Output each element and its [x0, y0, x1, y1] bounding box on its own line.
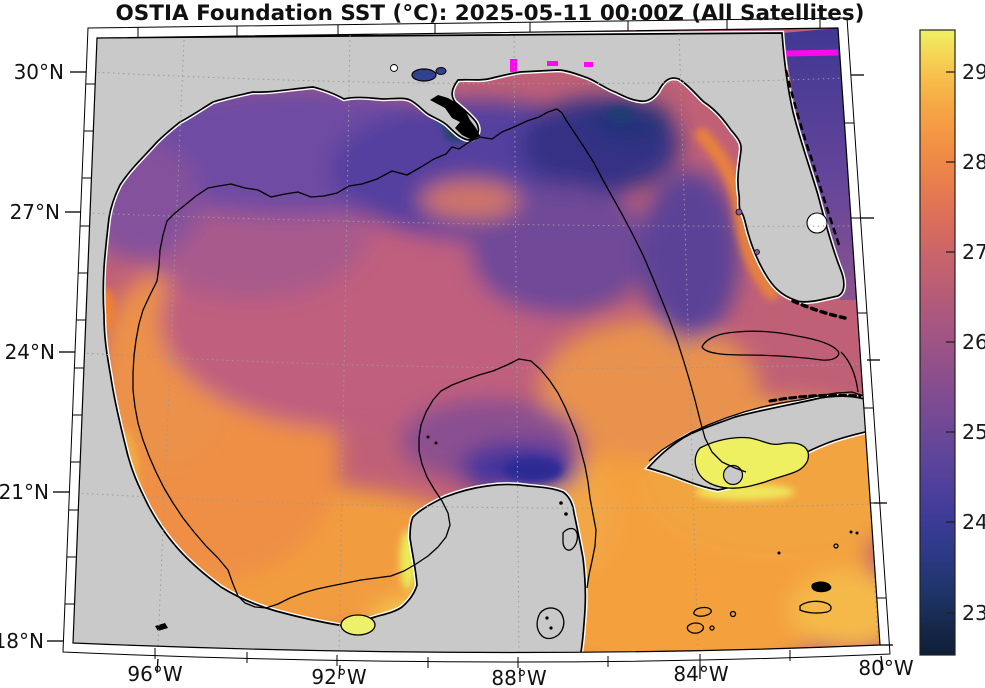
- lat-tick-21n: 21°N: [0, 480, 49, 504]
- charlotte-harbor: [754, 249, 760, 255]
- florida-keys: [791, 299, 847, 320]
- frame-graduation-bars: [65, 18, 886, 668]
- islet-dot: [777, 551, 781, 555]
- graticule: [76, 28, 879, 653]
- colorbar-label-23: 23: [962, 601, 985, 625]
- contour-dot: [549, 626, 553, 630]
- contour-dot: [545, 616, 549, 620]
- lon-tick-92w: 92°W: [311, 665, 366, 688]
- isobath-contours: [132, 108, 865, 640]
- lat-tick-30n: 30°N: [14, 60, 64, 84]
- islet-dot: [564, 512, 568, 516]
- colorbar-label-29: 29: [962, 60, 985, 84]
- isla-de-la-juventud: [722, 464, 744, 486]
- tampa-bay: [735, 208, 743, 216]
- colorbar-label-27: 27: [962, 240, 985, 264]
- cozumel-island: [562, 527, 579, 551]
- lon-tick-80w: 80°W: [858, 656, 913, 680]
- lat-tick-27n: 27°N: [10, 200, 60, 224]
- lon-tick-88w: 88°W: [491, 666, 546, 688]
- mississippi-delta-marsh: [430, 95, 480, 140]
- cuba-north-keys: [768, 393, 862, 403]
- lake-pontchartrain: [411, 68, 437, 82]
- colorbar-label-28: 28: [962, 150, 985, 174]
- colorbar-label-25: 25: [962, 420, 985, 444]
- sea-temperature-field: [73, 28, 880, 653]
- small-lake: [390, 64, 398, 72]
- page-title: OSTIA Foundation SST (°C): 2025-05-11 00…: [116, 1, 865, 26]
- small-island: [811, 581, 832, 593]
- map-frame: [47, 17, 893, 682]
- florida-east-barrier-islands: [784, 69, 842, 249]
- colorbar: 29 28 27 26 25 24 23: [919, 29, 985, 656]
- islet-dot: [849, 530, 853, 534]
- lake-maurepas: [435, 67, 447, 75]
- islet-dot: [426, 435, 430, 439]
- islet-dot: [559, 501, 563, 505]
- axis-ticks: [47, 71, 893, 682]
- colorbar-label-24: 24: [962, 510, 985, 534]
- lake-okeechobee: [806, 212, 828, 234]
- atlantic-water: [783, 28, 858, 300]
- lat-tick-24n: 24°N: [5, 340, 55, 364]
- islet-dot: [434, 441, 438, 445]
- lat-tick-18n: 18°N: [0, 629, 44, 653]
- colorbar-label-26: 26: [962, 330, 985, 354]
- lon-tick-84w: 84°W: [673, 662, 728, 686]
- longitude-axis: 96°W 92°W 88°W 84°W 80°W: [127, 656, 913, 688]
- laguna-de-terminos: [340, 614, 376, 636]
- latitude-axis: 30°N 27°N 24°N 21°N 18°N: [0, 60, 64, 653]
- colorbar-ticks: [946, 71, 955, 614]
- small-island: [155, 623, 168, 631]
- flagged-sst-stripe: [785, 49, 839, 57]
- islet-dot: [855, 531, 859, 535]
- flagged-coastal-pixels: [510, 59, 593, 72]
- lon-tick-96w: 96°W: [127, 662, 182, 686]
